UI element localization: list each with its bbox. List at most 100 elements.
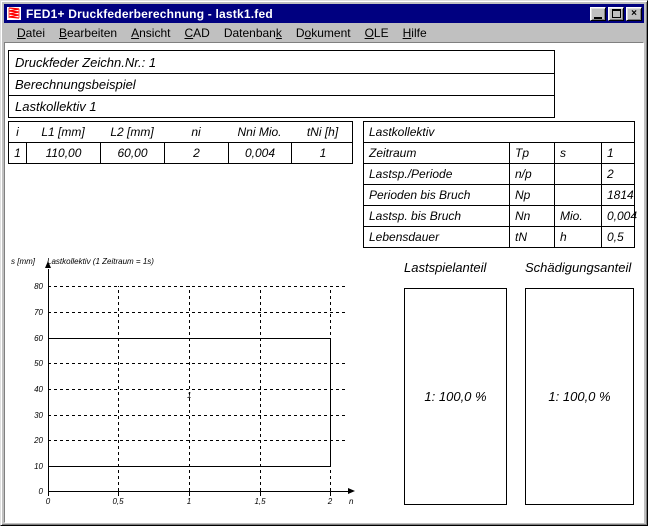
close-icon: × — [631, 7, 637, 19]
column-header-ni: ni — [191, 125, 201, 139]
collective-block-label: 1 — [187, 391, 192, 400]
gridline-v-1 — [189, 286, 190, 491]
gridline-h-30 — [48, 415, 345, 416]
column-header-tni: tNi [h] — [306, 125, 339, 139]
y-tick-0: 0 — [38, 487, 43, 496]
spring-icon — [6, 6, 22, 21]
window-title: FED1+ Druckfederberechnung - lastk1.fed — [26, 6, 273, 21]
x-tickmark — [189, 492, 190, 496]
column-header-l1: L1 [mm] — [41, 125, 85, 139]
cell-l1: 110,00 — [26, 143, 100, 163]
y-tick-20: 20 — [34, 436, 43, 445]
column-header-i: i — [16, 125, 19, 139]
y-axis-arrow-icon — [45, 261, 51, 268]
row-unit: Mio. — [554, 206, 601, 226]
lastspielanteil-box: 1: 100,0 % — [404, 288, 507, 505]
column-header-l2: L2 [mm] — [110, 125, 154, 139]
row-symbol: n/p — [509, 164, 554, 184]
menu-datenbank[interactable]: Datenbank — [223, 25, 282, 40]
row-unit: h — [554, 227, 601, 247]
cell-i: 1 — [14, 146, 21, 160]
gridline-h-70 — [48, 312, 345, 313]
x-tickmark — [118, 492, 119, 496]
cell-ni: 2 — [164, 143, 228, 163]
x-tickmark — [260, 492, 261, 496]
menu-ansicht[interactable]: Ansicht — [131, 25, 171, 40]
menu-datei[interactable]: Datei — [17, 25, 46, 40]
gridline-h-50 — [48, 363, 345, 364]
gridline-v-15 — [260, 286, 261, 491]
table-row: 1 110,00 60,00 2 0,004 1 — [9, 142, 352, 163]
row-name: Zeitraum — [369, 146, 417, 160]
menu-cad[interactable]: CAD — [184, 25, 210, 40]
row-name: Lebensdauer — [369, 230, 440, 244]
collective-block-bottom — [48, 466, 331, 467]
collective-table-title: Lastkollektiv — [369, 125, 435, 139]
cell-l2: 60,00 — [100, 143, 164, 163]
y-axis-label: s [mm] — [11, 257, 35, 266]
x-tickmark — [330, 492, 331, 496]
row-symbol: Nn — [509, 206, 554, 226]
x-tickmark — [48, 492, 49, 496]
schaedigungsanteil-box: 1: 100,0 % — [525, 288, 634, 505]
minimize-icon — [594, 16, 602, 19]
x-tick-15: 1,5 — [254, 497, 266, 506]
close-button[interactable]: × — [626, 6, 642, 21]
x-axis — [48, 491, 350, 492]
menu-hilfe[interactable]: Hilfe — [402, 25, 427, 40]
row-symbol: tN — [509, 227, 554, 247]
row-symbol: Tp — [509, 143, 554, 163]
minimize-button[interactable] — [590, 6, 606, 21]
collective-block-right — [330, 338, 331, 467]
row-symbol: Np — [509, 185, 554, 205]
header-line-description: Berechnungsbeispiel — [9, 73, 554, 95]
row-value: 1814 — [601, 185, 636, 205]
y-tick-60: 60 — [34, 334, 43, 343]
row-unit: s — [554, 143, 601, 163]
maximize-icon — [611, 9, 621, 18]
y-tick-80: 80 — [34, 282, 43, 291]
column-header-nni: Nni Mio. — [237, 125, 282, 139]
titlebar[interactable]: FED1+ Druckfederberechnung - lastk1.fed … — [4, 4, 644, 23]
drawing-header-box: Druckfeder Zeichn.Nr.: 1 Berechnungsbeis… — [8, 50, 555, 118]
lastspielanteil-title: Lastspielanteil — [404, 260, 487, 275]
y-tick-40: 40 — [34, 385, 43, 394]
schaedigungsanteil-value: 1: 100,0 % — [548, 389, 611, 404]
y-axis — [48, 269, 49, 492]
x-tick-05: 0,5 — [112, 497, 124, 506]
row-name: Perioden bis Bruch — [369, 188, 471, 202]
row-value: 0,5 — [601, 227, 636, 247]
window-controls: × — [590, 6, 642, 21]
gridline-v-05 — [118, 286, 119, 491]
load-points-table: i L1 [mm] L2 [mm] ni Nni Mio. tNi [h] 1 … — [8, 121, 353, 164]
table-row: Perioden bis Bruch Np 1814 — [364, 184, 634, 205]
table-row: Lastsp./Periode n/p 2 — [364, 163, 634, 184]
x-tick-1: 1 — [186, 497, 192, 506]
y-tick-10: 10 — [34, 462, 43, 471]
gridline-h-40 — [48, 389, 345, 390]
table-row: Lebensdauer tN h 0,5 — [364, 226, 634, 247]
row-value: 0,004 — [601, 206, 637, 226]
schaedigungsanteil-title: Schädigungsanteil — [525, 260, 632, 275]
table-row: Lastsp. bis Bruch Nn Mio. 0,004 — [364, 205, 637, 226]
table-header-row: i L1 [mm] L2 [mm] ni Nni Mio. tNi [h] — [9, 122, 352, 142]
maximize-button[interactable] — [608, 6, 624, 21]
menu-dokument[interactable]: Dokument — [295, 25, 351, 40]
row-value: 1 — [601, 143, 636, 163]
report-view: Druckfeder Zeichn.Nr.: 1 Berechnungsbeis… — [4, 42, 644, 523]
menubar: Datei Bearbeiten Ansicht CAD Datenbank D… — [4, 23, 644, 42]
chart-title: Lastkollektiv (1 Zeitraum = 1s) — [47, 257, 154, 266]
gridline-h-80 — [48, 286, 345, 287]
header-line-type: Druckfeder Zeichn.Nr.: 1 — [15, 54, 157, 70]
header-line-collective: Lastkollektiv 1 — [9, 95, 554, 117]
x-axis-arrow-icon — [348, 488, 355, 494]
lastspielanteil-value: 1: 100,0 % — [424, 389, 487, 404]
y-tick-30: 30 — [34, 411, 43, 420]
row-unit — [554, 164, 601, 184]
y-tick-50: 50 — [34, 359, 43, 368]
menu-ole[interactable]: OLE — [364, 25, 389, 40]
row-value: 2 — [601, 164, 636, 184]
menu-bearbeiten[interactable]: Bearbeiten — [59, 25, 118, 40]
row-unit — [554, 185, 601, 205]
